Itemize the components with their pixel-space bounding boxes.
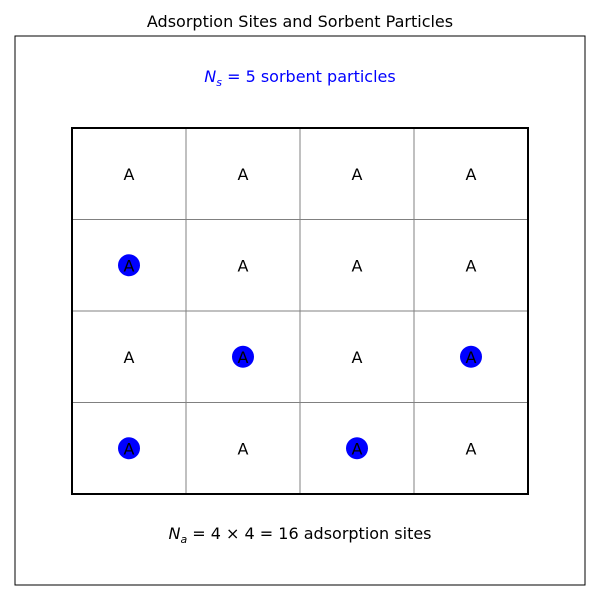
sorbent-count-subscript: s: [216, 76, 222, 89]
adsorption-site-label: A: [466, 439, 477, 458]
adsorption-site-label: A: [238, 256, 249, 275]
adsorption-site-label: A: [124, 439, 135, 458]
adsorption-count-text: adsorption sites: [299, 524, 432, 543]
sorbent-particle: [118, 437, 140, 460]
sorbent-count-label: Ns = 5 sorbent particles: [204, 67, 395, 89]
sorbent-particle: [460, 345, 482, 368]
axes-frame: [14, 35, 586, 586]
adsorption-site-label: A: [466, 256, 477, 275]
adsorption-count-subscript: a: [180, 533, 187, 546]
adsorption-site-label: A: [124, 348, 135, 367]
adsorption-site-label: A: [124, 165, 135, 184]
sorbent-particle: [118, 254, 140, 277]
sorbent-particle: [346, 437, 368, 460]
adsorption-site-label: A: [466, 165, 477, 184]
adsorption-count-label: Na = 4 × 4 = 16 adsorption sites: [168, 524, 431, 546]
adsorption-site-label: A: [238, 165, 249, 184]
adsorption-count-symbol: N: [168, 524, 180, 543]
sorbent-count-text: sorbent particles: [256, 67, 396, 86]
sorbent-count-symbol: N: [204, 67, 216, 86]
adsorption-count-expression: = 4 × 4 = 16: [187, 524, 298, 543]
adsorption-site-label: A: [238, 439, 249, 458]
adsorption-site-label: A: [352, 165, 363, 184]
figure-title: Adsorption Sites and Sorbent Particles: [147, 12, 453, 31]
adsorption-site-label: A: [352, 348, 363, 367]
adsorption-site-label: A: [466, 348, 477, 367]
sorbent-count-expression: = 5: [222, 67, 256, 86]
adsorption-site-label: A: [352, 256, 363, 275]
adsorption-site-label: A: [238, 348, 249, 367]
grid-border: [71, 127, 529, 495]
adsorption-site-label: A: [124, 256, 135, 275]
sorbent-particle: [232, 345, 254, 368]
adsorption-site-label: A: [352, 439, 363, 458]
adsorption-grid: A A A A A A A A A A A A A A A A: [71, 127, 529, 495]
